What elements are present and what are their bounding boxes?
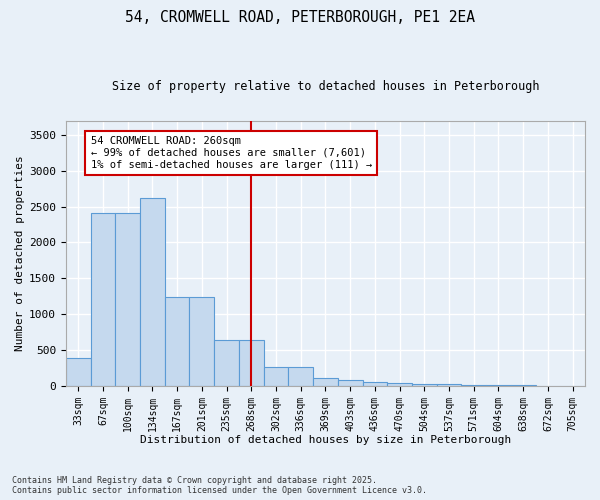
Bar (437, 384, 461, 386)
Bar (263, 367, 289, 386)
Y-axis label: Number of detached properties: Number of detached properties (15, 156, 25, 351)
Bar (313, 378, 338, 386)
Title: Size of property relative to detached houses in Peterborough: Size of property relative to detached ho… (112, 80, 539, 93)
Bar (91, 213, 115, 386)
Bar (140, 198, 165, 386)
Bar (412, 384, 437, 386)
Text: 54, CROMWELL ROAD, PETERBOROUGH, PE1 2EA: 54, CROMWELL ROAD, PETERBOROUGH, PE1 2EA (125, 10, 475, 25)
Bar (165, 297, 190, 386)
Bar (387, 383, 412, 386)
Bar (66, 358, 91, 386)
Bar (461, 385, 486, 386)
Bar (289, 367, 313, 386)
Bar (338, 380, 362, 386)
Text: 54 CROMWELL ROAD: 260sqm
← 99% of detached houses are smaller (7,601)
1% of semi: 54 CROMWELL ROAD: 260sqm ← 99% of detach… (91, 136, 372, 170)
Bar (115, 213, 140, 386)
X-axis label: Distribution of detached houses by size in Peterborough: Distribution of detached houses by size … (140, 435, 511, 445)
Text: Contains HM Land Registry data © Crown copyright and database right 2025.
Contai: Contains HM Land Registry data © Crown c… (12, 476, 427, 495)
Bar (362, 382, 387, 386)
Bar (214, 340, 239, 386)
Bar (239, 340, 263, 386)
Bar (190, 297, 214, 386)
Bar (486, 385, 511, 386)
